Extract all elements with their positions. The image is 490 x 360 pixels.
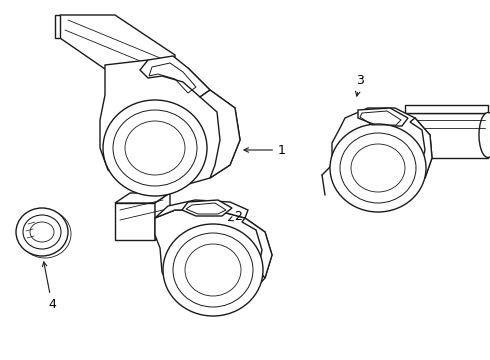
Polygon shape: [55, 15, 60, 38]
Polygon shape: [242, 218, 272, 278]
Polygon shape: [140, 56, 210, 97]
Ellipse shape: [16, 208, 68, 256]
Polygon shape: [358, 108, 408, 126]
Polygon shape: [155, 210, 272, 305]
Polygon shape: [155, 193, 170, 240]
Ellipse shape: [330, 124, 426, 212]
Polygon shape: [155, 200, 248, 218]
Polygon shape: [332, 108, 432, 200]
Ellipse shape: [163, 224, 263, 316]
Polygon shape: [100, 60, 240, 188]
Ellipse shape: [103, 100, 207, 196]
Text: 4: 4: [43, 262, 56, 311]
Text: 3: 3: [356, 74, 364, 96]
Polygon shape: [405, 113, 488, 158]
Polygon shape: [200, 90, 240, 178]
Text: 1: 1: [244, 144, 286, 157]
Polygon shape: [182, 200, 232, 216]
Ellipse shape: [479, 112, 490, 158]
Polygon shape: [115, 193, 170, 203]
Polygon shape: [410, 118, 432, 178]
Text: 2: 2: [228, 210, 242, 223]
Polygon shape: [115, 203, 155, 240]
Polygon shape: [405, 105, 488, 113]
Polygon shape: [60, 15, 175, 78]
